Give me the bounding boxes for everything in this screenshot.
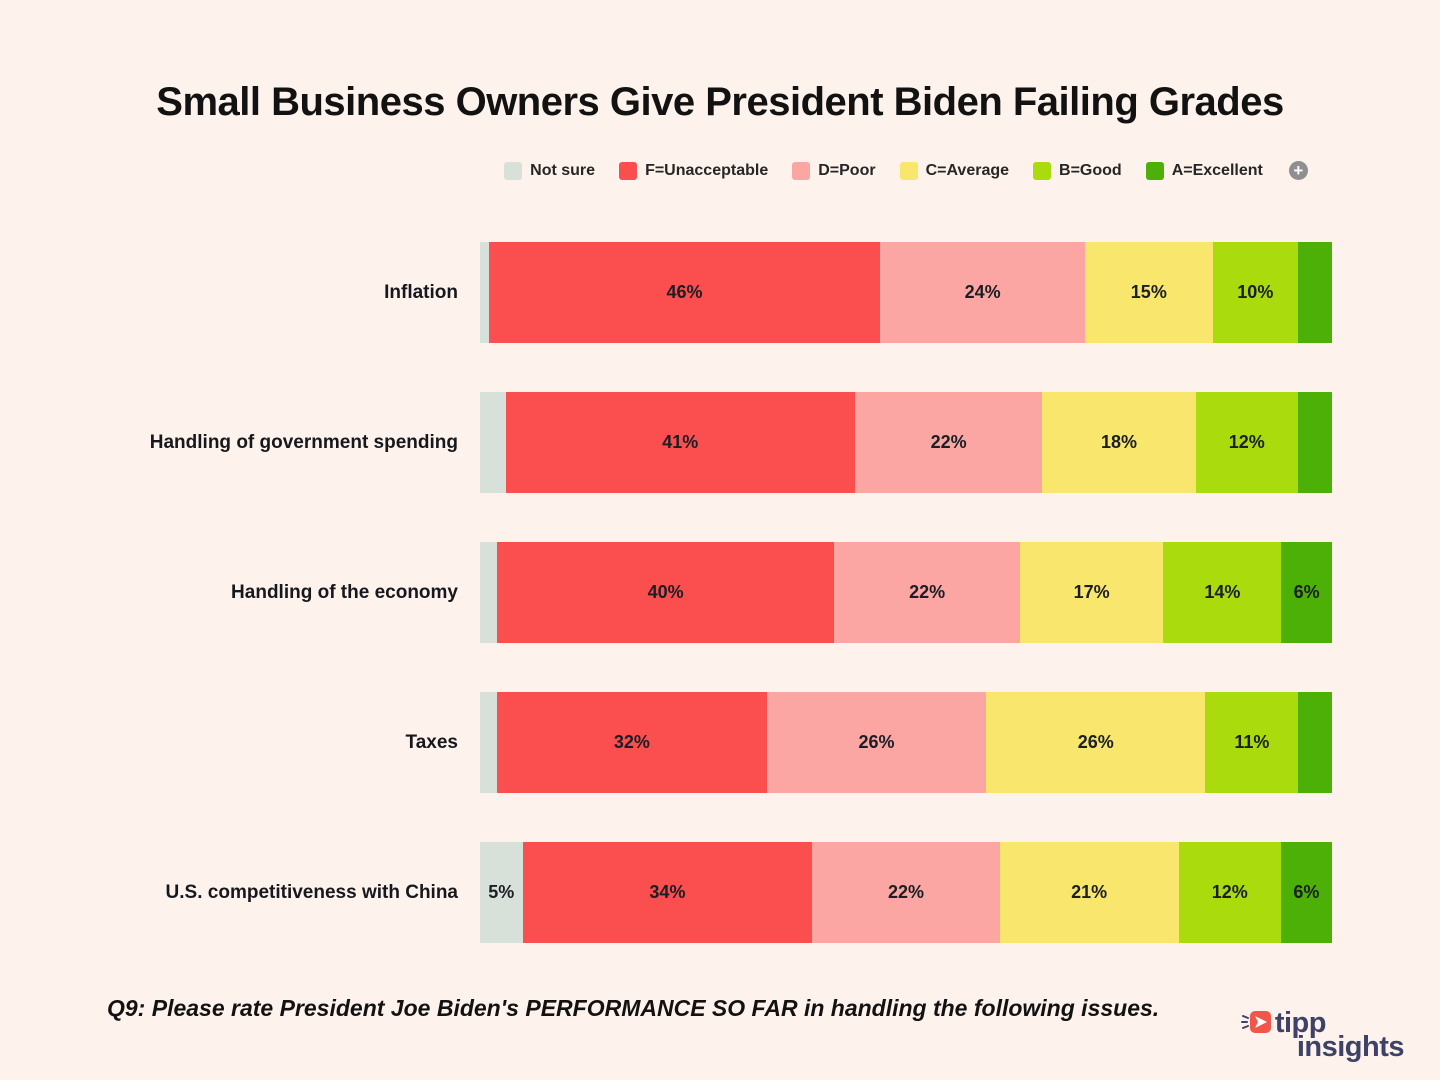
legend-item-c-average[interactable]: C=Average: [899, 161, 1010, 180]
stacked-bar: 5% 34% 22% 21% 12% 6%: [480, 842, 1332, 943]
segment-value-label: 21%: [1071, 882, 1108, 902]
bar-segment[interactable]: 15%: [1084, 242, 1213, 343]
segment-value-label: 22%: [930, 432, 967, 452]
category-label: Inflation: [384, 281, 458, 303]
bar-segment[interactable]: 46%: [488, 242, 881, 343]
bar-segment[interactable]: [1297, 242, 1332, 343]
segment-value-label: 14%: [1204, 582, 1241, 602]
segment-value-label: 12%: [1228, 432, 1265, 452]
bar-segment[interactable]: 41%: [505, 392, 855, 493]
segment-value-label: 5%: [488, 882, 515, 902]
legend-item-d-poor[interactable]: D=Poor: [792, 161, 876, 180]
legend-item-label: D=Poor: [818, 161, 876, 179]
bar-segment[interactable]: 18%: [1042, 392, 1196, 493]
survey-question: Q9: Please rate President Joe Biden's PE…: [107, 995, 1160, 1021]
segment-value-label: 17%: [1073, 582, 1110, 602]
legend-item-not-sure[interactable]: Not sure: [504, 161, 596, 180]
bar-segment[interactable]: 6%: [1281, 542, 1332, 643]
chart-row: Handling of the economy 40% 22% 17% 14% 6%: [0, 542, 1332, 643]
legend-item-f-unacceptable[interactable]: F=Unacceptable: [619, 161, 769, 180]
bar-segment[interactable]: [480, 542, 497, 643]
segment-value-label: 6%: [1293, 582, 1320, 602]
stacked-bar: 32% 26% 26% 11%: [480, 692, 1333, 793]
legend-item-label: Not sure: [530, 161, 596, 179]
legend-swatch: [619, 161, 638, 180]
segment-value-label: 10%: [1237, 282, 1274, 302]
bar-segment[interactable]: 22%: [854, 392, 1043, 493]
brand-logo: tipp insights: [1240, 1008, 1405, 1063]
bar-segment[interactable]: 12%: [1195, 392, 1298, 493]
segment-value-label: 32%: [613, 732, 650, 752]
segment-value-label: 15%: [1130, 282, 1167, 302]
brand-logo-text-tipp: tipp: [1274, 1006, 1327, 1039]
brand-logo-text-insights: insights: [1296, 1031, 1405, 1063]
bar-segment[interactable]: [480, 242, 489, 343]
bar-segment[interactable]: 40%: [496, 542, 835, 643]
bar-segment[interactable]: 22%: [834, 542, 1020, 643]
legend-swatch: [504, 161, 523, 180]
bar-segment[interactable]: 12%: [1178, 842, 1281, 943]
bar-segment[interactable]: 34%: [522, 842, 813, 943]
bar-segment[interactable]: [1297, 392, 1332, 493]
legend-item-a-excellent[interactable]: A=Excellent: [1145, 161, 1263, 180]
bar-segment[interactable]: 14%: [1163, 542, 1282, 643]
chart-row: Handling of government spending 41% 22% 18%…: [0, 392, 1332, 493]
segment-value-label: 6%: [1293, 882, 1320, 902]
legend-item-b-good[interactable]: B=Good: [1033, 161, 1122, 180]
chart-row: Taxes 32% 26% 26% 11%: [0, 692, 1333, 793]
legend-item-label: A=Excellent: [1171, 161, 1263, 179]
category-label: Handling of the economy: [231, 581, 458, 603]
legend-swatch: [1145, 161, 1164, 180]
segment-value-label: 26%: [1077, 732, 1114, 752]
stacked-bar: 46% 24% 15% 10%: [480, 242, 1332, 343]
bar-segment[interactable]: 10%: [1212, 242, 1298, 343]
bar-segment[interactable]: 21%: [999, 842, 1179, 943]
chart-row: U.S. competitiveness with China 5% 34% 22% 2…: [0, 842, 1332, 943]
bar-segment[interactable]: 22%: [812, 842, 1000, 943]
legend-wrap: Not sure F=Unacceptable D=Poor C=Average B=G…: [480, 161, 1332, 180]
bar-segment[interactable]: 24%: [880, 242, 1085, 343]
bar-segment[interactable]: [480, 692, 497, 793]
bar-segment[interactable]: [1298, 692, 1333, 793]
stacked-bar: 40% 22% 17% 14% 6%: [480, 542, 1332, 643]
bar-segment[interactable]: 26%: [986, 692, 1206, 793]
category-label: Taxes: [405, 731, 458, 753]
legend-swatch: [1033, 161, 1052, 180]
legend-item-label: F=Unacceptable: [645, 161, 769, 179]
legend-swatch: [899, 161, 918, 180]
bar-segment[interactable]: 6%: [1280, 842, 1332, 943]
legend: Not sure F=Unacceptable D=Poor C=Average B=G…: [504, 161, 1308, 180]
chart-title: Small Business Owners Give President Bid…: [156, 80, 1284, 124]
legend-item-label: B=Good: [1059, 161, 1122, 179]
segment-value-label: 26%: [858, 732, 895, 752]
bars-area: Inflation 46% 24% 15% 10% Handling of governm…: [0, 242, 1333, 943]
segment-value-label: 12%: [1211, 882, 1248, 902]
segment-value-label: 41%: [662, 432, 699, 452]
bar-segment[interactable]: 32%: [496, 692, 767, 793]
bar-segment[interactable]: [480, 392, 506, 493]
category-label: U.S. competitiveness with China: [165, 881, 458, 903]
segment-value-label: 22%: [909, 582, 946, 602]
segment-value-label: 40%: [647, 582, 684, 602]
stacked-bar: 41% 22% 18% 12%: [480, 392, 1332, 493]
segment-value-label: 18%: [1100, 432, 1137, 452]
legend-item-label: C=Average: [925, 161, 1010, 179]
segment-value-label: 22%: [887, 882, 925, 902]
segment-value-label: 11%: [1234, 732, 1270, 752]
segment-value-label: 34%: [649, 882, 686, 902]
segment-value-label: 24%: [964, 282, 1001, 302]
segment-value-label: 46%: [666, 282, 703, 302]
brand-logo-line1: tipp: [1240, 1008, 1404, 1038]
legend-expand-button[interactable]: +: [1288, 161, 1308, 180]
bar-segment[interactable]: 5%: [480, 842, 523, 943]
bar-segment[interactable]: 17%: [1019, 542, 1164, 643]
bar-segment[interactable]: 11%: [1205, 692, 1299, 793]
tipp-logo-icon: [1240, 1008, 1272, 1038]
bar-segment[interactable]: 26%: [766, 692, 987, 793]
chart-row: Inflation 46% 24% 15% 10%: [0, 242, 1332, 343]
category-label: Handling of government spending: [149, 431, 458, 453]
legend-swatch: [792, 161, 811, 180]
